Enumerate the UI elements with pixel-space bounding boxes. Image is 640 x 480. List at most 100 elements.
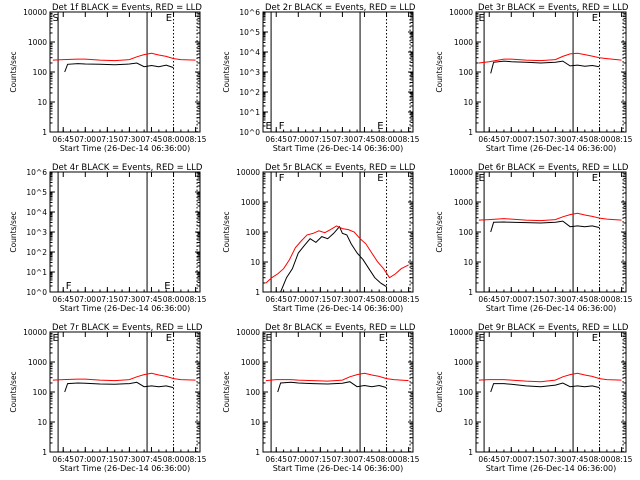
panel-det-2: Det 2r BLACK = Events, RED = LLD 10^0 10^1…	[222, 3, 420, 153]
y-tick-label: 10^6	[26, 168, 47, 177]
y-tick-label: 1000	[454, 358, 473, 367]
y-tick-label: 100	[33, 388, 48, 397]
x-tick-label: 07:30	[332, 455, 354, 464]
panel-title: Det 3r BLACK = Events, RED = LLD	[478, 3, 629, 13]
x-tick-label: 08:15	[398, 295, 420, 304]
y-tick-label: 10^4	[26, 208, 47, 217]
y-tick-label: 10^1	[26, 268, 47, 277]
plot-frame	[49, 171, 201, 293]
x-tick-label: 07:00	[74, 135, 96, 144]
x-tick-label: 07:45	[354, 295, 376, 304]
y-tick-label: 10^1	[239, 108, 260, 117]
y-tick-label: 10	[250, 418, 260, 427]
y-tick-label: 10000	[449, 328, 473, 337]
marker-letter: F	[66, 281, 72, 292]
y-tick-label: 10	[37, 418, 47, 427]
series-events-black	[490, 382, 600, 393]
x-tick-label: 08:00	[376, 455, 398, 464]
x-tick-label: 07:45	[567, 295, 589, 304]
x-tick-label: 08:15	[611, 455, 633, 464]
y-tick-label: 10000	[449, 168, 473, 177]
y-tick-label: 10^5	[239, 28, 260, 37]
marker-letter: E	[52, 333, 58, 344]
panel-det-7: Det 7r BLACK = Events, RED = LLD 1 10 100 10…	[9, 323, 207, 473]
y-tick-label: 1	[42, 448, 47, 457]
x-tick-label: 06:45	[265, 135, 287, 144]
plot-frame	[475, 331, 627, 453]
series-lld-red	[478, 372, 622, 383]
y-axis-label: Counts/sec	[222, 51, 231, 92]
marker-letter: F	[279, 121, 285, 132]
x-tick-label: 07:15	[523, 135, 545, 144]
x-tick-label: 08:15	[185, 295, 207, 304]
x-tick-label: 07:15	[523, 455, 545, 464]
y-tick-label: 1000	[454, 198, 473, 207]
x-axis-label: Start Time (26-Dec-14 06:36:00)	[273, 144, 404, 153]
y-tick-label: 10^4	[239, 48, 260, 57]
x-tick-label: 07:15	[97, 455, 119, 464]
series-events-black	[64, 62, 174, 73]
x-axis-label: Start Time (26-Dec-14 06:36:00)	[60, 304, 191, 313]
x-tick-label: 07:00	[500, 135, 522, 144]
x-axis-label: Start Time (26-Dec-14 06:36:00)	[273, 304, 404, 313]
x-tick-label: 07:00	[287, 455, 309, 464]
x-tick-label: 07:00	[74, 295, 96, 304]
x-tick-label: 07:15	[310, 455, 332, 464]
x-tick-label: 06:45	[52, 295, 74, 304]
x-tick-label: 08:00	[163, 295, 185, 304]
marker-letter: E	[592, 13, 598, 24]
x-tick-label: 08:00	[163, 135, 185, 144]
x-tick-label: 06:45	[52, 135, 74, 144]
y-tick-label: 1	[42, 128, 47, 137]
x-tick-label: 08:15	[611, 295, 633, 304]
x-tick-label: 08:15	[398, 135, 420, 144]
x-axis-label: Start Time (26-Dec-14 06:36:00)	[60, 464, 191, 473]
y-tick-label: 100	[246, 228, 261, 237]
panel-title: Det 8r BLACK = Events, RED = LLD	[265, 323, 416, 333]
x-tick-label: 08:00	[163, 455, 185, 464]
x-tick-label: 07:30	[545, 295, 567, 304]
marker-letter: F	[279, 173, 285, 184]
series-events-black	[277, 381, 387, 393]
marker-letter: E	[166, 333, 172, 344]
panel-title: Det 2r BLACK = Events, RED = LLD	[265, 3, 416, 13]
marker-letter: E	[166, 13, 172, 24]
x-tick-label: 08:15	[398, 455, 420, 464]
series-lld-red	[52, 52, 196, 62]
marker-letter: E	[478, 13, 484, 24]
x-tick-label: 07:00	[74, 455, 96, 464]
y-tick-label: 1	[468, 448, 473, 457]
y-tick-label: 10000	[23, 328, 47, 337]
x-tick-label: 07:30	[332, 135, 354, 144]
x-tick-label: 07:30	[545, 455, 567, 464]
x-tick-label: 07:30	[119, 455, 141, 464]
y-tick-label: 1000	[28, 38, 47, 47]
y-tick-label: 100	[459, 388, 474, 397]
x-tick-label: 07:15	[310, 135, 332, 144]
x-tick-label: 06:45	[478, 455, 500, 464]
y-axis-label: Counts/sec	[9, 51, 18, 92]
x-axis-label: Start Time (26-Dec-14 06:36:00)	[60, 144, 191, 153]
marker-letter: E	[592, 173, 598, 184]
x-tick-label: 07:30	[119, 135, 141, 144]
x-tick-label: 07:45	[141, 135, 163, 144]
plot-frame	[262, 331, 414, 453]
x-tick-label: 08:15	[185, 135, 207, 144]
y-tick-label: 10	[37, 98, 47, 107]
x-tick-label: 06:45	[265, 295, 287, 304]
marker-letter: E	[265, 333, 271, 344]
y-tick-label: 10^3	[239, 68, 260, 77]
y-tick-label: 1	[255, 288, 260, 297]
panel-title: Det 9r BLACK = Events, RED = LLD	[478, 323, 629, 333]
y-tick-label: 10^5	[26, 188, 47, 197]
panel-det-9: Det 9r BLACK = Events, RED = LLD 1 10 100 10…	[435, 323, 633, 473]
x-tick-label: 07:15	[310, 295, 332, 304]
x-tick-label: 07:45	[567, 135, 589, 144]
y-tick-label: 100	[459, 228, 474, 237]
marker-letter: E	[377, 173, 383, 184]
panel-det-3: Det 3r BLACK = Events, RED = LLD 1 10 100 10…	[435, 3, 633, 153]
y-tick-label: 1	[255, 448, 260, 457]
y-tick-label: 100	[33, 68, 48, 77]
x-tick-label: 07:00	[287, 295, 309, 304]
y-tick-label: 10	[463, 418, 473, 427]
